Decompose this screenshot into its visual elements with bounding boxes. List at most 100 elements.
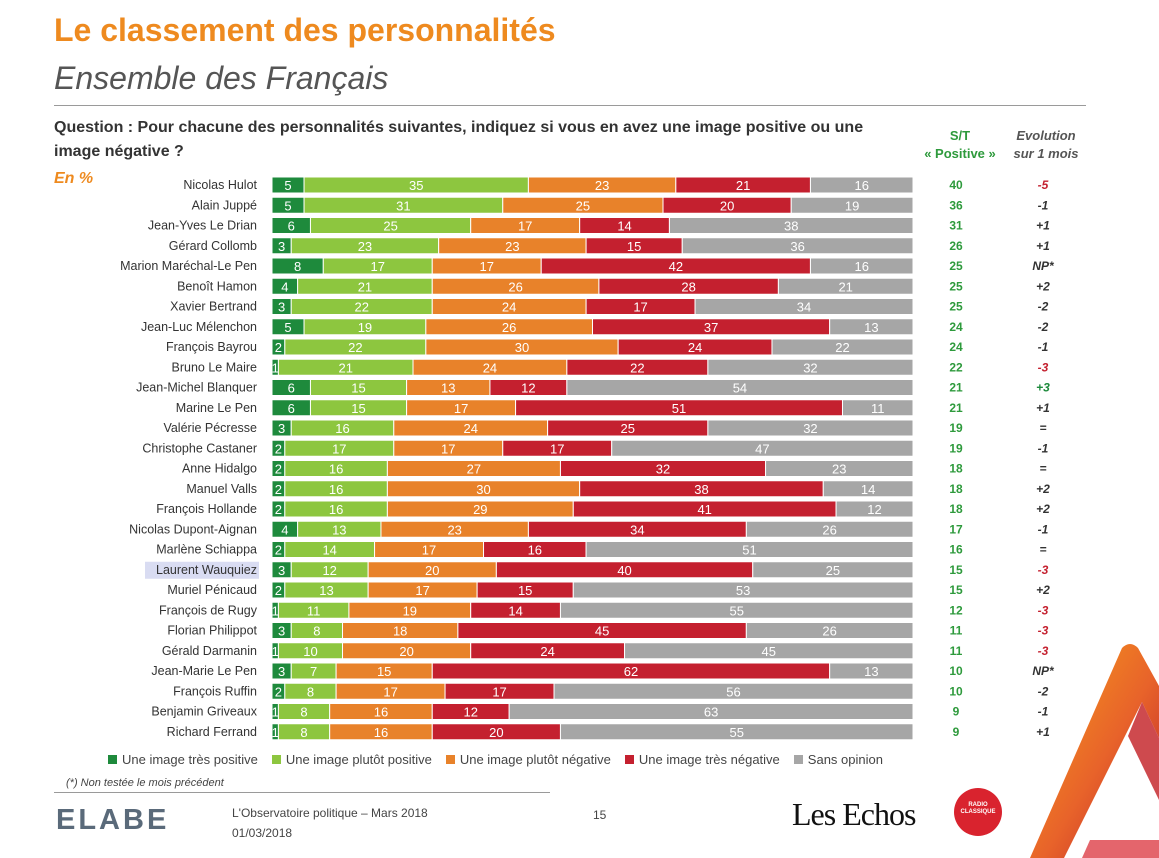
bar-segment — [771, 338, 914, 356]
category-label: Valérie Pécresse — [163, 421, 257, 435]
data-label: 3 — [278, 664, 285, 679]
legend-item: Une image très positive — [108, 752, 258, 767]
chart-legend: Une image très positive Une image plutôt … — [108, 752, 897, 770]
bar-segment — [694, 298, 914, 315]
evolution-value: = — [1039, 421, 1046, 435]
data-label: 23 — [447, 522, 461, 537]
brand-triangle-decoration — [1030, 644, 1159, 858]
data-label: 15 — [518, 583, 532, 598]
positive-total-value: 11 — [950, 624, 963, 638]
data-label: 34 — [797, 300, 811, 315]
bar-segment — [624, 642, 914, 660]
data-label: 19 — [403, 603, 417, 618]
data-label: 25 — [576, 198, 590, 213]
evolution-value: -2 — [1038, 684, 1049, 698]
report-info: L'Observatoire politique – Mars 2018 01/… — [232, 803, 428, 843]
category-label: Nicolas Hulot — [183, 178, 257, 192]
category-label: Benoît Hamon — [177, 279, 257, 293]
data-label: 2 — [275, 583, 282, 598]
evolution-value: = — [1039, 462, 1046, 476]
data-label: 23 — [832, 462, 846, 477]
positive-total-value: 26 — [949, 239, 963, 253]
data-label: 17 — [383, 684, 397, 699]
bar-segment — [585, 541, 914, 558]
evolution-value: +2 — [1036, 583, 1050, 597]
evolution-value: +2 — [1036, 502, 1050, 516]
positive-total-value: 25 — [949, 259, 963, 273]
data-label: 24 — [688, 340, 702, 355]
data-label: 6 — [288, 381, 295, 396]
category-label: Alain Juppé — [192, 198, 257, 212]
positive-total-value: 40 — [949, 178, 963, 192]
data-label: 3 — [278, 300, 285, 315]
data-label: 55 — [729, 603, 743, 618]
legend-label: Une image très négative — [638, 752, 780, 767]
evolution-value: = — [1039, 543, 1046, 557]
data-label: 14 — [322, 543, 336, 558]
positive-total-value: 18 — [949, 502, 963, 516]
evolution-value: +1 — [1036, 725, 1050, 739]
data-label: 22 — [835, 340, 849, 355]
bar-segment — [809, 257, 914, 275]
data-label: 3 — [278, 421, 285, 436]
legend-swatch — [793, 755, 803, 764]
data-label: 2 — [275, 543, 282, 558]
data-label: 24 — [502, 300, 516, 315]
bar-segment — [745, 622, 914, 639]
positive-total-value: 36 — [949, 198, 963, 212]
data-label: 21 — [838, 279, 852, 294]
legend-label: Une image plutôt positive — [285, 752, 432, 767]
positive-total-value: 19 — [949, 421, 963, 435]
data-label: 2 — [275, 502, 282, 517]
bar-segment — [508, 703, 914, 720]
page-number: 15 — [593, 808, 607, 822]
data-label: 34 — [630, 522, 644, 537]
data-label: 11 — [871, 401, 885, 416]
data-label: 17 — [633, 300, 647, 315]
header-divider — [54, 105, 1086, 106]
data-label: 21 — [736, 178, 750, 193]
data-label: 1 — [272, 603, 279, 618]
evolution-value: -3 — [1038, 563, 1049, 577]
category-label: François Hollande — [156, 502, 257, 516]
data-label: 26 — [822, 624, 836, 639]
data-label: 15 — [627, 239, 641, 254]
data-label: 32 — [803, 360, 817, 375]
evolution-value: -1 — [1038, 441, 1049, 455]
positive-total-value: 12 — [949, 603, 963, 617]
category-label: Marlène Schiappa — [156, 543, 257, 557]
data-label: 4 — [281, 279, 288, 294]
data-label: 22 — [348, 340, 362, 355]
bar-segment — [841, 399, 914, 417]
data-label: 20 — [720, 198, 734, 213]
category-label: Jean-Yves Le Drian — [148, 219, 257, 233]
positive-total-value: 21 — [949, 381, 963, 395]
data-label: 20 — [425, 563, 439, 578]
radio-classique-logo: RADIO CLASSIQUE — [954, 788, 1002, 836]
legend-swatch — [108, 755, 117, 764]
data-label: 13 — [332, 522, 346, 537]
data-label: 25 — [621, 421, 635, 436]
category-label: François Ruffin — [173, 684, 257, 698]
data-label: 17 — [441, 441, 455, 456]
category-label: Jean-Luc Mélenchon — [141, 320, 257, 334]
data-label: 32 — [656, 462, 670, 477]
bar-segment — [829, 318, 914, 336]
data-label: 13 — [864, 320, 878, 335]
bar-segment — [611, 439, 914, 457]
bar-segment — [822, 480, 914, 498]
data-label: 19 — [358, 320, 372, 335]
data-label: 62 — [624, 664, 638, 679]
data-label: 6 — [288, 219, 295, 234]
data-label: 21 — [338, 360, 352, 375]
category-label: Marion Maréchal-Le Pen — [120, 259, 257, 273]
data-label: 42 — [669, 259, 683, 274]
page-subtitle: Ensemble des Français — [54, 60, 389, 96]
data-label: 16 — [335, 421, 349, 436]
data-label: 18 — [393, 624, 407, 639]
question-text: Question : Pour chacune des personnalité… — [54, 119, 864, 160]
data-label: 17 — [492, 684, 506, 699]
bar-segment — [809, 176, 914, 194]
category-label: Florian Philippot — [167, 624, 257, 638]
